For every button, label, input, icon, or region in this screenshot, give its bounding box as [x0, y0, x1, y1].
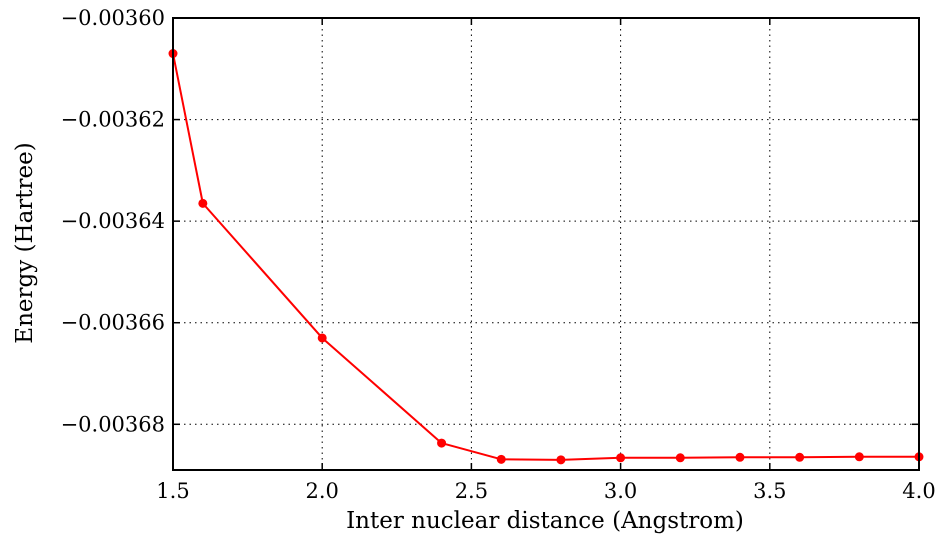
- x-tick-label-2: 2.5: [455, 479, 488, 503]
- x-tick-label-0: 1.5: [156, 479, 189, 503]
- data-point-5: [556, 455, 566, 465]
- y-axis-title: Energy (Hartree): [12, 142, 38, 343]
- data-point-2: [317, 333, 327, 343]
- y-tick-label-4: −0.00368: [61, 412, 165, 436]
- y-tick-label-0: −0.00360: [61, 6, 165, 30]
- data-point-10: [854, 452, 864, 462]
- grid-layer: [173, 18, 919, 470]
- y-tick-label-1: −0.00362: [61, 108, 165, 132]
- y-tick-label-3: −0.00366: [61, 311, 165, 335]
- data-point-4: [496, 454, 506, 464]
- data-point-8: [735, 452, 745, 462]
- x-tick-label-4: 3.5: [753, 479, 786, 503]
- data-point-3: [437, 438, 447, 448]
- data-point-7: [675, 453, 685, 463]
- series-layer: [168, 49, 924, 465]
- x-tick-label-1: 2.0: [305, 479, 338, 503]
- x-tick-label-3: 3.0: [604, 479, 637, 503]
- data-point-6: [616, 453, 626, 463]
- tick-layer: 1.5 2.0 2.5 3.0 3.5 4.0 −0.00360 −0.00362 −0.003…: [61, 6, 936, 503]
- plot-frame: [172, 17, 920, 471]
- data-point-9: [795, 452, 805, 462]
- y-tick-label-2: −0.00364: [61, 209, 165, 233]
- series-line-0: [172, 53, 919, 461]
- x-axis-title: Inter nuclear distance (Angstrom): [346, 508, 744, 534]
- x-tick-label-5: 4.0: [902, 479, 935, 503]
- data-point-1: [198, 198, 208, 208]
- frame-layer: [172, 17, 920, 471]
